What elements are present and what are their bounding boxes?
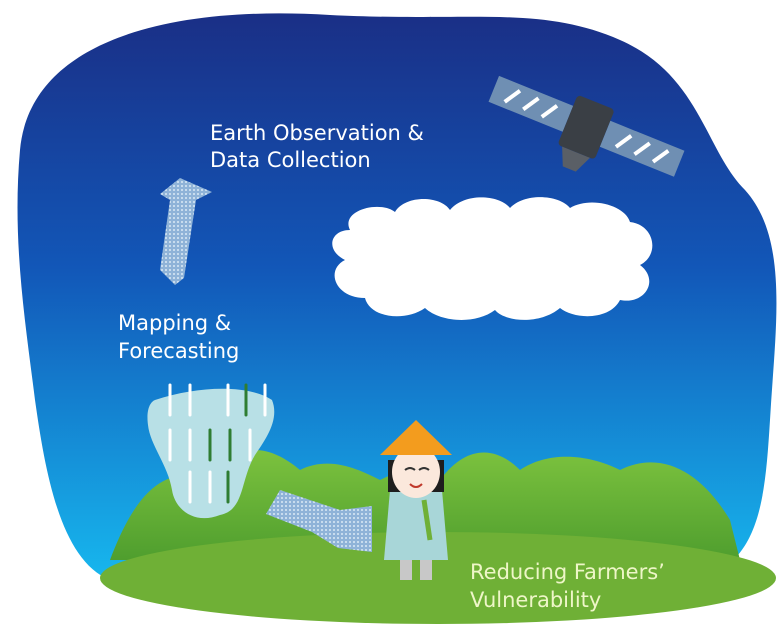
step-label: Data Collection [210, 148, 371, 172]
step-label: Mapping & [118, 311, 231, 335]
step-label: Reducing Farmers’ [470, 560, 665, 584]
cloud [332, 197, 652, 320]
step-label: Forecasting [118, 339, 239, 363]
step-label: Vulnerability [470, 588, 601, 612]
step-label: Earth Observation & [210, 121, 424, 145]
illustration: Earth Observation & Data Collection Mapp… [0, 0, 779, 626]
